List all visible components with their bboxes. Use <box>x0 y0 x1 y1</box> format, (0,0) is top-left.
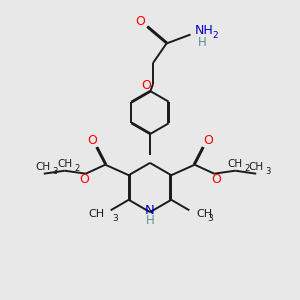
Text: NH: NH <box>195 23 214 37</box>
Text: O: O <box>203 134 213 147</box>
Text: CH: CH <box>196 209 212 219</box>
Text: CH: CH <box>88 209 104 219</box>
Text: 2: 2 <box>75 164 80 173</box>
Text: CH: CH <box>248 162 263 172</box>
Text: CH: CH <box>58 159 73 169</box>
Text: O: O <box>136 15 145 28</box>
Text: 3: 3 <box>207 214 213 223</box>
Text: 3: 3 <box>52 167 58 176</box>
Text: H: H <box>197 35 206 49</box>
Text: O: O <box>80 173 89 186</box>
Text: O: O <box>87 134 97 147</box>
Text: O: O <box>211 173 220 186</box>
Text: 2: 2 <box>212 31 218 40</box>
Text: 3: 3 <box>265 167 270 176</box>
Text: CH: CH <box>227 159 242 169</box>
Text: 3: 3 <box>112 214 118 223</box>
Text: CH: CH <box>36 162 51 172</box>
Text: N: N <box>145 204 155 217</box>
Text: 2: 2 <box>244 164 249 173</box>
Text: H: H <box>146 214 154 227</box>
Text: O: O <box>142 79 151 92</box>
